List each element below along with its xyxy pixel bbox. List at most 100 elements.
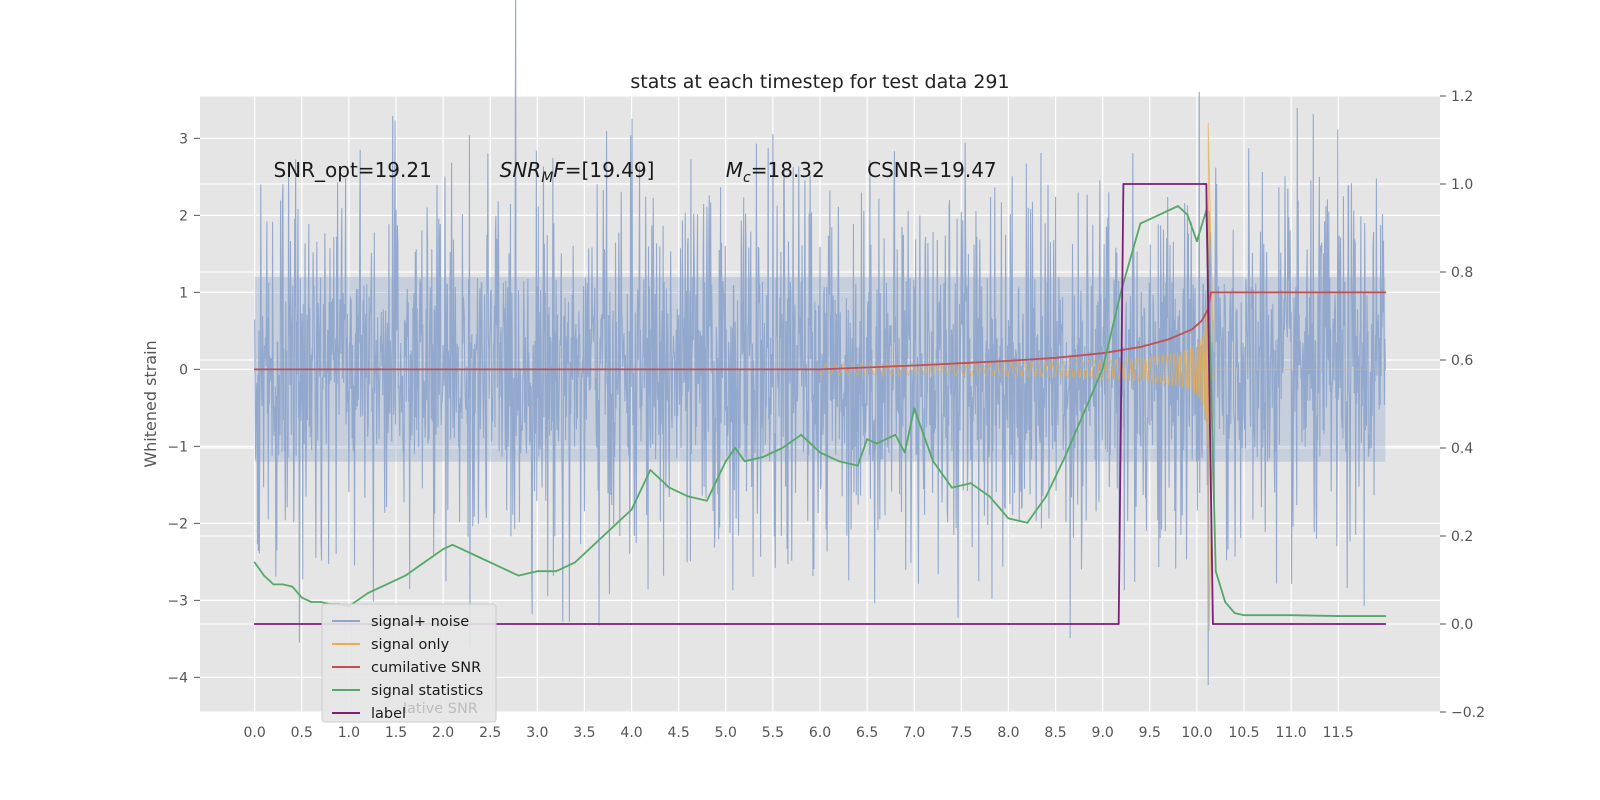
- series-point: [574, 561, 576, 564]
- series-point: [423, 561, 426, 564]
- series-point: [1233, 612, 1236, 614]
- series-point: [461, 548, 463, 551]
- series-point: [724, 460, 727, 463]
- series-point: [1200, 319, 1203, 322]
- y-tick-label: 3: [179, 131, 188, 147]
- annotation-value: =[19.49]: [565, 158, 655, 182]
- series-point: [1337, 615, 1340, 617]
- annotation-csnr: CSNR=19.47: [867, 158, 997, 182]
- series-point: [1214, 570, 1217, 573]
- x-tick-label: 9.5: [1139, 725, 1161, 741]
- series-point: [1177, 205, 1179, 207]
- series-point: [1007, 517, 1010, 520]
- series-point: [1384, 623, 1387, 625]
- x-tick-label: 10.5: [1228, 725, 1259, 741]
- series-point: [1212, 623, 1214, 625]
- series-point: [282, 583, 284, 586]
- y2-tick-label: 0.4: [1451, 441, 1473, 457]
- series-point: [1054, 356, 1057, 359]
- x-tick-label: 1.0: [338, 725, 360, 741]
- series-point: [517, 574, 520, 577]
- x-tick-label: 5.5: [762, 725, 784, 741]
- x-tick-label: 6.5: [856, 725, 878, 741]
- series-point: [263, 574, 265, 577]
- series-point: [1026, 521, 1029, 524]
- legend: lative SNR signal+ noise signal only cumila…: [321, 603, 497, 723]
- series-point: [837, 460, 840, 463]
- series-point: [734, 447, 737, 449]
- x-tick-label: 4.0: [620, 725, 642, 741]
- series-point: [1045, 495, 1048, 498]
- series-point: [856, 464, 859, 467]
- series-point: [1191, 328, 1194, 331]
- legend-entry-label: cumilative SNR: [371, 660, 481, 676]
- series-point: [1290, 614, 1293, 617]
- series-point: [611, 526, 614, 529]
- x-tick-label: 8.5: [1044, 725, 1066, 741]
- annotation-layer: SNR_opt=19.21 SNRMF=[19.49] Mc=18.32 CSNR=1…: [273, 158, 996, 186]
- series-point: [903, 451, 906, 454]
- series-signal-statistics: [253, 205, 1387, 617]
- y2-tick-label: −0.2: [1451, 705, 1485, 721]
- series-point: [649, 469, 652, 471]
- x-tick-label: 1.5: [385, 725, 407, 741]
- series-point: [1210, 291, 1212, 294]
- series-point: [536, 570, 539, 573]
- x-tick-label: 5.0: [715, 725, 737, 741]
- y2-tick-label: 1.0: [1451, 177, 1473, 193]
- series-point: [1007, 359, 1010, 362]
- series-point: [781, 447, 784, 449]
- series-point: [762, 455, 765, 458]
- series-point: [630, 508, 633, 511]
- y-tick-label: −1: [167, 439, 188, 455]
- series-layer: [253, 0, 1387, 686]
- series-point: [875, 442, 878, 445]
- series-point: [1224, 601, 1227, 603]
- series-point: [498, 565, 501, 568]
- series-point: [451, 543, 454, 546]
- legend-entry-label: signal+ noise: [371, 614, 469, 630]
- y-tick-label: −2: [167, 516, 188, 532]
- series-point: [724, 368, 727, 371]
- series-point: [800, 433, 803, 436]
- series-point: [291, 585, 294, 588]
- series-point: [819, 368, 821, 371]
- signal-noise-trace: [254, 0, 1386, 686]
- series-point: [1203, 183, 1206, 185]
- series-point: [1139, 222, 1142, 225]
- series-point: [687, 495, 689, 498]
- y2-tick-label: 0.8: [1451, 265, 1473, 281]
- series-point: [1243, 614, 1245, 617]
- x-tick-label: 2.5: [479, 725, 501, 741]
- series-point: [1101, 367, 1104, 370]
- series-point: [743, 460, 746, 463]
- series-point: [922, 433, 925, 436]
- annotation-subscript: M: [541, 170, 553, 186]
- x-tick-label: 9.0: [1092, 725, 1114, 741]
- x-tick-label: 0.5: [291, 725, 313, 741]
- y-axis-label: Whitened strain: [141, 340, 160, 467]
- y-tick-label: 1: [179, 285, 188, 301]
- x-tick-label: 10.0: [1181, 725, 1212, 741]
- series-point: [1158, 213, 1161, 216]
- series-point: [1384, 291, 1387, 294]
- y2-tick-label: 1.2: [1451, 89, 1473, 105]
- legend-entry-label: label: [371, 706, 406, 722]
- series-point: [960, 362, 963, 365]
- series-point: [866, 438, 869, 441]
- series-point: [1384, 615, 1387, 617]
- series-point: [894, 433, 897, 436]
- series-point: [404, 574, 407, 577]
- annotation-f: F: [553, 158, 565, 182]
- series-point: [1082, 411, 1085, 414]
- x-tick-label: 8.0: [997, 725, 1019, 741]
- y2-tick-label: 0.6: [1451, 353, 1473, 369]
- annotation-snr-mf: SNRMF=[19.49]: [500, 158, 655, 186]
- series-point: [913, 364, 916, 367]
- x-tick-label: 11.5: [1323, 725, 1354, 741]
- legend-entry-label: signal statistics: [371, 683, 483, 699]
- x-tick-label: 4.5: [668, 725, 690, 741]
- y-tick-label: 2: [179, 208, 188, 224]
- legend-ghost-text: lative SNR: [403, 701, 478, 717]
